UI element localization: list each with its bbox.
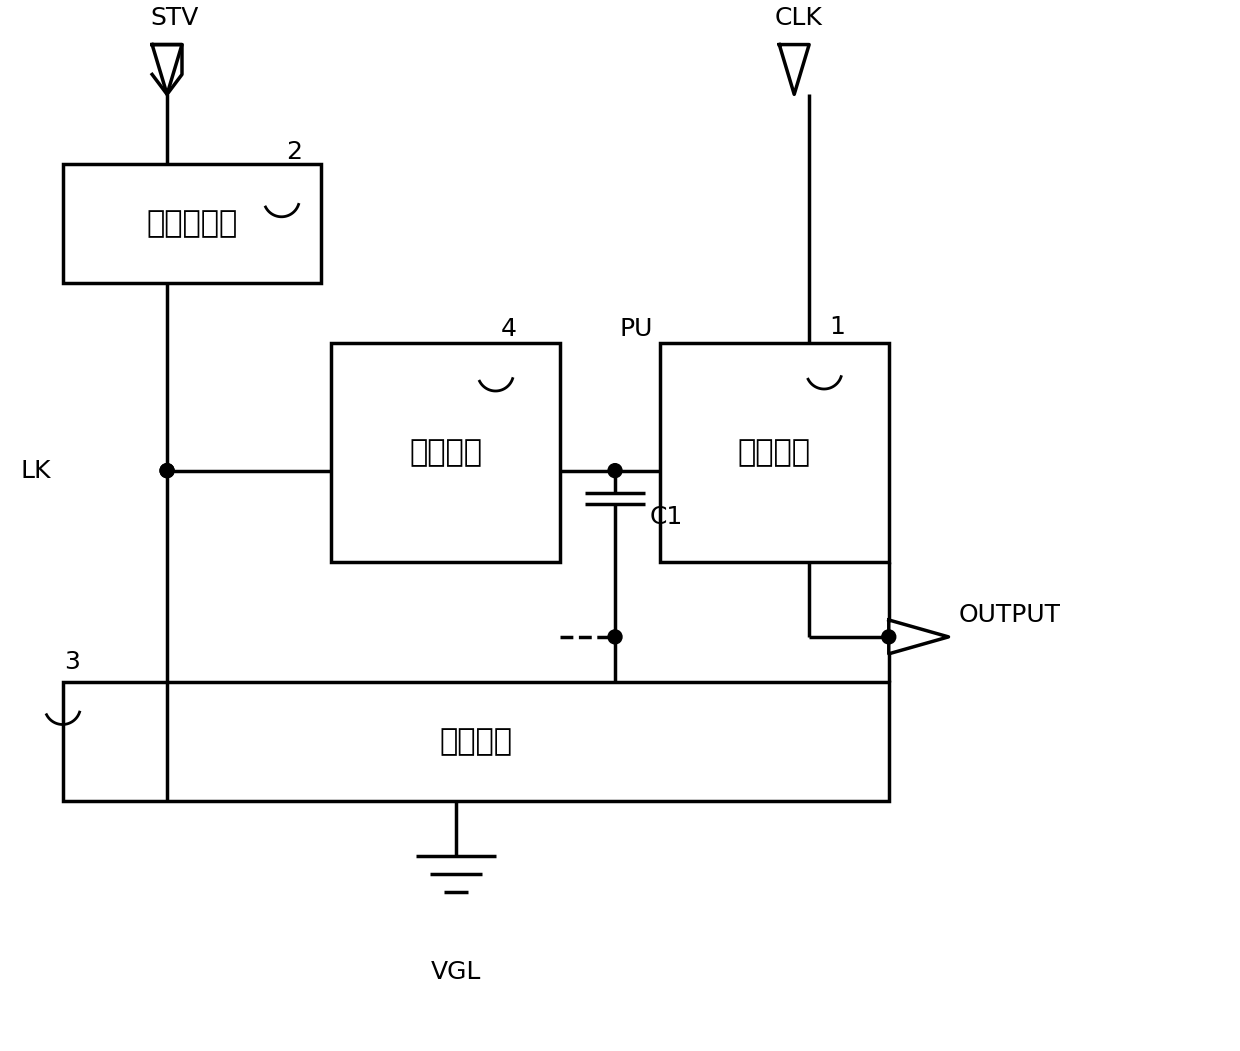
Circle shape [160,463,174,477]
Text: 1: 1 [830,315,844,339]
Text: VGL: VGL [430,961,481,985]
Bar [660,344,889,562]
Text: 下拉模块: 下拉模块 [439,727,512,756]
Text: STV: STV [150,5,198,29]
Polygon shape [889,620,949,654]
Text: 预充电模块: 预充电模块 [146,209,238,239]
Text: 3: 3 [64,650,81,674]
Circle shape [608,630,622,644]
Bar [62,164,321,284]
Circle shape [160,463,174,477]
Circle shape [882,630,895,644]
Text: C1: C1 [650,506,683,530]
Text: PU: PU [620,317,653,342]
Polygon shape [779,44,810,95]
Text: 关断模块: 关断模块 [409,438,482,468]
Text: 上拉模块: 上拉模块 [738,438,811,468]
Polygon shape [153,44,182,95]
Text: 2: 2 [286,140,303,164]
Circle shape [608,463,622,477]
Text: LK: LK [20,458,51,482]
Polygon shape [153,44,182,95]
Bar [62,682,889,801]
Text: CLK: CLK [774,5,822,29]
Text: OUTPUT: OUTPUT [959,603,1060,627]
Text: 4: 4 [501,317,517,342]
Bar [331,344,560,562]
